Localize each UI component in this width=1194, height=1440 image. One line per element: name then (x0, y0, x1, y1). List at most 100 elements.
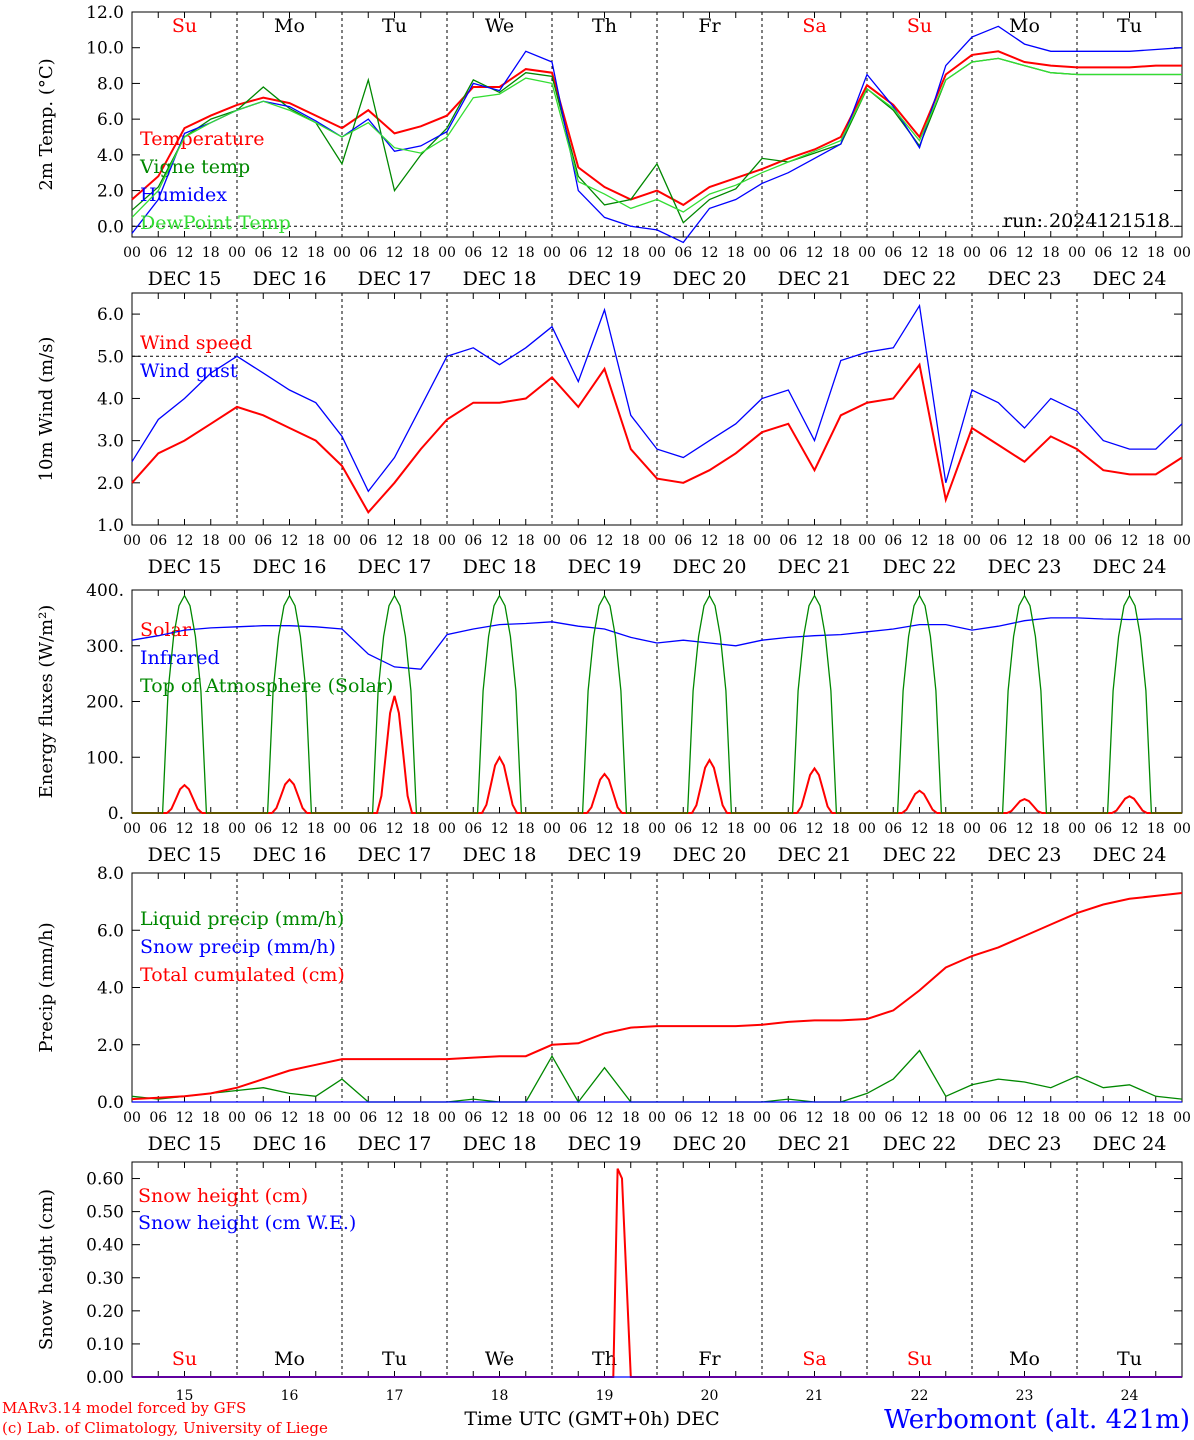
hour-tick-label: 00 (1173, 1110, 1191, 1126)
hour-tick-label: 18 (1042, 1110, 1060, 1126)
station-name: Werbomont (alt. 421m) (884, 1405, 1190, 1435)
hour-tick-label: 18 (1042, 533, 1060, 549)
y-tick-label: 6.0 (97, 305, 124, 325)
date-label: DEC 18 (463, 844, 537, 866)
hour-tick-label: 06 (569, 245, 587, 261)
day-number-label: 24 (1121, 1388, 1139, 1404)
hour-tick-label: 12 (386, 821, 404, 837)
hour-tick-label: 18 (832, 1110, 850, 1126)
legend-entry: Temperature (140, 128, 264, 150)
hour-tick-label: 12 (491, 1110, 509, 1126)
hour-tick-label: 18 (1147, 1110, 1165, 1126)
y-tick-label: 0. (108, 804, 124, 824)
date-label: DEC 19 (568, 1133, 642, 1155)
hour-tick-label: 06 (149, 821, 167, 837)
hour-tick-label: 12 (1121, 245, 1139, 261)
y-tick-label: 2.0 (97, 1036, 124, 1056)
series-line-wind-speed (131, 362, 1183, 515)
weekday-label: Th (592, 15, 617, 37)
weekday-label: Su (907, 1348, 932, 1370)
hour-tick-label: 12 (1121, 821, 1139, 837)
date-label: DEC 15 (148, 268, 222, 290)
date-label: DEC 20 (673, 556, 747, 578)
weekday-label: Tu (1117, 15, 1142, 37)
y-tick-label: 0.30 (86, 1269, 124, 1289)
y-tick-label: 12.0 (86, 3, 124, 23)
y-tick-label: 6.0 (97, 110, 124, 130)
hour-tick-label: 06 (149, 1110, 167, 1126)
date-label: DEC 22 (883, 556, 957, 578)
weekday-label: Mo (274, 1348, 305, 1370)
hour-tick-label: 18 (517, 1110, 535, 1126)
hour-tick-label: 00 (858, 821, 876, 837)
hour-tick-label: 12 (1016, 821, 1034, 837)
hour-tick-label: 06 (884, 245, 902, 261)
hour-tick-label: 12 (491, 821, 509, 837)
weekday-label: Su (172, 15, 197, 37)
date-label: DEC 24 (1093, 268, 1167, 290)
hour-tick-label: 00 (648, 821, 666, 837)
series-line-wind-gust (131, 303, 1183, 493)
hour-tick-label: 00 (1068, 1110, 1086, 1126)
hour-tick-label: 18 (307, 245, 325, 261)
hour-tick-label: 00 (753, 245, 771, 261)
hour-tick-label: 18 (1042, 821, 1060, 837)
hour-tick-label: 06 (989, 533, 1007, 549)
legend-entry: Snow height (cm) (138, 1185, 308, 1207)
hour-tick-label: 00 (123, 533, 141, 549)
hour-tick-label: 00 (123, 1110, 141, 1126)
day-number-label: 16 (281, 1388, 299, 1404)
hour-tick-label: 18 (1147, 821, 1165, 837)
y-tick-label: 0.50 (86, 1203, 124, 1223)
date-label: DEC 21 (778, 268, 852, 290)
hour-tick-label: 18 (727, 245, 745, 261)
hour-tick-label: 00 (858, 533, 876, 549)
hour-tick-label: 18 (832, 821, 850, 837)
hour-tick-label: 00 (1068, 821, 1086, 837)
y-tick-label: 0.0 (97, 217, 124, 237)
hour-tick-label: 18 (937, 245, 955, 261)
hour-tick-label: 00 (648, 245, 666, 261)
hour-tick-label: 06 (464, 1110, 482, 1126)
hour-tick-label: 00 (438, 1110, 456, 1126)
date-label: DEC 17 (358, 844, 432, 866)
y-tick-label: 8.0 (97, 864, 124, 884)
hour-tick-label: 12 (911, 533, 929, 549)
hour-tick-label: 18 (727, 821, 745, 837)
hour-tick-label: 00 (963, 533, 981, 549)
hour-tick-label: 12 (1016, 533, 1034, 549)
hour-tick-label: 00 (123, 245, 141, 261)
date-label: DEC 15 (148, 844, 222, 866)
y-tick-label: 100. (86, 748, 124, 768)
y-tick-label: 0.0 (97, 1093, 124, 1113)
weekday-label: We (485, 1348, 514, 1370)
date-label: DEC 18 (463, 1133, 537, 1155)
hour-tick-label: 12 (281, 1110, 299, 1126)
hour-tick-label: 00 (228, 821, 246, 837)
hour-tick-label: 12 (176, 1110, 194, 1126)
hour-tick-label: 18 (937, 1110, 955, 1126)
weekday-label: Fr (698, 15, 721, 37)
hour-tick-label: 06 (674, 1110, 692, 1126)
date-label: DEC 16 (253, 1133, 327, 1155)
date-label: DEC 20 (673, 1133, 747, 1155)
hour-tick-label: 12 (281, 533, 299, 549)
hour-tick-label: 06 (359, 245, 377, 261)
hour-tick-label: 00 (228, 245, 246, 261)
weekday-label: Su (172, 1348, 197, 1370)
hour-tick-label: 18 (307, 1110, 325, 1126)
series-line-humidex (131, 25, 1183, 244)
hour-tick-label: 12 (386, 245, 404, 261)
weekday-label: Th (592, 1348, 617, 1370)
date-label: DEC 17 (358, 268, 432, 290)
hour-tick-label: 00 (648, 533, 666, 549)
y-tick-label: 10.0 (86, 39, 124, 59)
hour-tick-label: 18 (937, 821, 955, 837)
y-tick-label: 0.10 (86, 1335, 124, 1355)
date-label: DEC 20 (673, 268, 747, 290)
hour-tick-label: 18 (202, 533, 220, 549)
hour-tick-label: 06 (1094, 533, 1112, 549)
hour-tick-label: 12 (386, 533, 404, 549)
hour-tick-label: 12 (911, 821, 929, 837)
date-label: DEC 22 (883, 1133, 957, 1155)
